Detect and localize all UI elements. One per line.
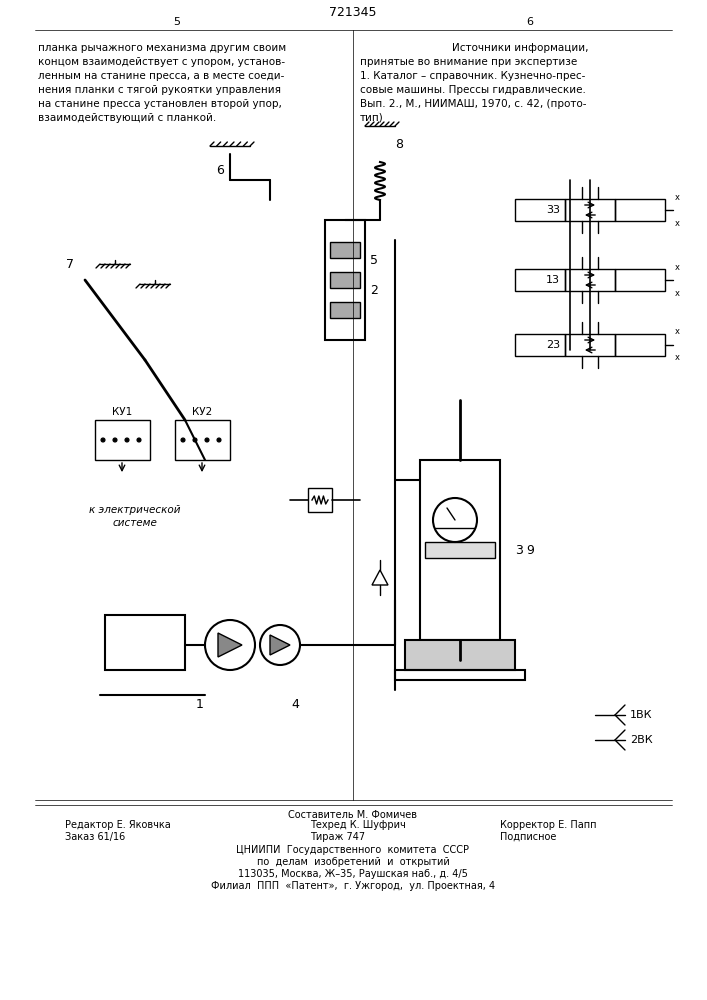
Bar	[615, 334, 665, 356]
Circle shape	[137, 438, 141, 442]
Circle shape	[181, 438, 185, 442]
Text: 113035, Москва, Ж–35, Раушская наб., д. 4/5: 113035, Москва, Ж–35, Раушская наб., д. …	[238, 869, 468, 879]
Bar	[175, 420, 230, 460]
Text: 8: 8	[395, 138, 403, 151]
Text: x: x	[674, 262, 679, 271]
Text: к электрической: к электрической	[89, 505, 181, 515]
Bar	[95, 420, 150, 460]
Text: ЦНИИПИ  Государственного  комитета  СССР: ЦНИИПИ Государственного комитета СССР	[237, 845, 469, 855]
Text: Филиал  ППП  «Патент»,  г. Ужгород,  ул. Проектная, 4: Филиал ППП «Патент», г. Ужгород, ул. Про…	[211, 881, 495, 891]
Bar	[330, 242, 360, 258]
Text: x: x	[674, 354, 679, 362]
Text: Подписное: Подписное	[500, 832, 556, 842]
Text: 4: 4	[291, 698, 299, 712]
Text: концом взаимодействует с упором, установ-: концом взаимодействует с упором, установ…	[38, 57, 285, 67]
Text: КУ1: КУ1	[112, 407, 132, 417]
Bar	[420, 460, 500, 640]
Bar	[615, 199, 665, 221]
Bar	[565, 334, 615, 356]
Text: системе: системе	[112, 518, 158, 528]
Text: 7: 7	[66, 258, 74, 271]
Bar	[330, 272, 360, 288]
Bar	[565, 269, 615, 291]
Text: взаимодействующий с планкой.: взаимодействующий с планкой.	[38, 113, 216, 123]
Bar	[330, 302, 360, 318]
Text: планка рычажного механизма другим своим: планка рычажного механизма другим своим	[38, 43, 286, 53]
Bar	[325, 220, 365, 340]
Text: 3: 3	[515, 544, 523, 556]
Text: Корректор Е. Папп: Корректор Е. Папп	[500, 820, 597, 830]
Bar	[105, 615, 185, 670]
Text: x: x	[674, 328, 679, 336]
Text: на станине пресса установлен второй упор,: на станине пресса установлен второй упор…	[38, 99, 282, 109]
Bar	[615, 269, 665, 291]
Text: Вып. 2., М., НИИМАШ, 1970, с. 42, (прото-: Вып. 2., М., НИИМАШ, 1970, с. 42, (прото…	[360, 99, 587, 109]
Text: 13: 13	[546, 275, 560, 285]
Text: 1. Каталог – справочник. Кузнечно-прес-: 1. Каталог – справочник. Кузнечно-прес-	[360, 71, 585, 81]
Circle shape	[113, 438, 117, 442]
Bar	[515, 334, 565, 356]
Bar	[405, 640, 515, 670]
Text: 721345: 721345	[329, 6, 377, 19]
Text: 5: 5	[173, 17, 180, 27]
Text: 6: 6	[216, 163, 224, 176]
Bar	[395, 670, 525, 680]
Bar	[515, 199, 565, 221]
Text: совые машины. Прессы гидравлические.: совые машины. Прессы гидравлические.	[360, 85, 586, 95]
Bar	[565, 199, 615, 221]
Text: принятые во внимание при экспертизе: принятые во внимание при экспертизе	[360, 57, 577, 67]
Polygon shape	[270, 635, 290, 655]
Circle shape	[217, 438, 221, 442]
Text: КУ2: КУ2	[192, 407, 212, 417]
Text: 1ВК: 1ВК	[630, 710, 653, 720]
Text: 6: 6	[527, 17, 534, 27]
Bar	[308, 488, 332, 512]
Circle shape	[101, 438, 105, 442]
Circle shape	[125, 438, 129, 442]
Text: 9: 9	[526, 544, 534, 556]
Text: x: x	[674, 219, 679, 228]
Text: Заказ 61/16: Заказ 61/16	[65, 832, 125, 842]
Text: 33: 33	[546, 205, 560, 215]
Circle shape	[205, 438, 209, 442]
Bar	[425, 542, 495, 558]
Text: Редактор Е. Яковчка: Редактор Е. Яковчка	[65, 820, 171, 830]
Text: 2ВК: 2ВК	[630, 735, 653, 745]
Text: 23: 23	[546, 340, 560, 350]
Text: 2: 2	[370, 284, 378, 296]
Text: x: x	[674, 288, 679, 298]
Text: Тираж 747: Тираж 747	[310, 832, 365, 842]
Text: Источники информации,: Источники информации,	[452, 43, 588, 53]
Text: Техред К. Шуфрич: Техред К. Шуфрич	[310, 820, 406, 830]
Text: ленным на станине пресса, а в месте соеди-: ленным на станине пресса, а в месте соед…	[38, 71, 284, 81]
Text: нения планки с тягой рукоятки управления: нения планки с тягой рукоятки управления	[38, 85, 281, 95]
Bar	[515, 269, 565, 291]
Text: Составитель М. Фомичев: Составитель М. Фомичев	[288, 810, 418, 820]
Text: 5: 5	[370, 253, 378, 266]
Circle shape	[193, 438, 197, 442]
Text: тип): тип)	[360, 113, 384, 123]
Polygon shape	[218, 633, 242, 657]
Text: x: x	[674, 192, 679, 202]
Text: 1: 1	[196, 698, 204, 712]
Text: по  делам  изобретений  и  открытий: по делам изобретений и открытий	[257, 857, 450, 867]
